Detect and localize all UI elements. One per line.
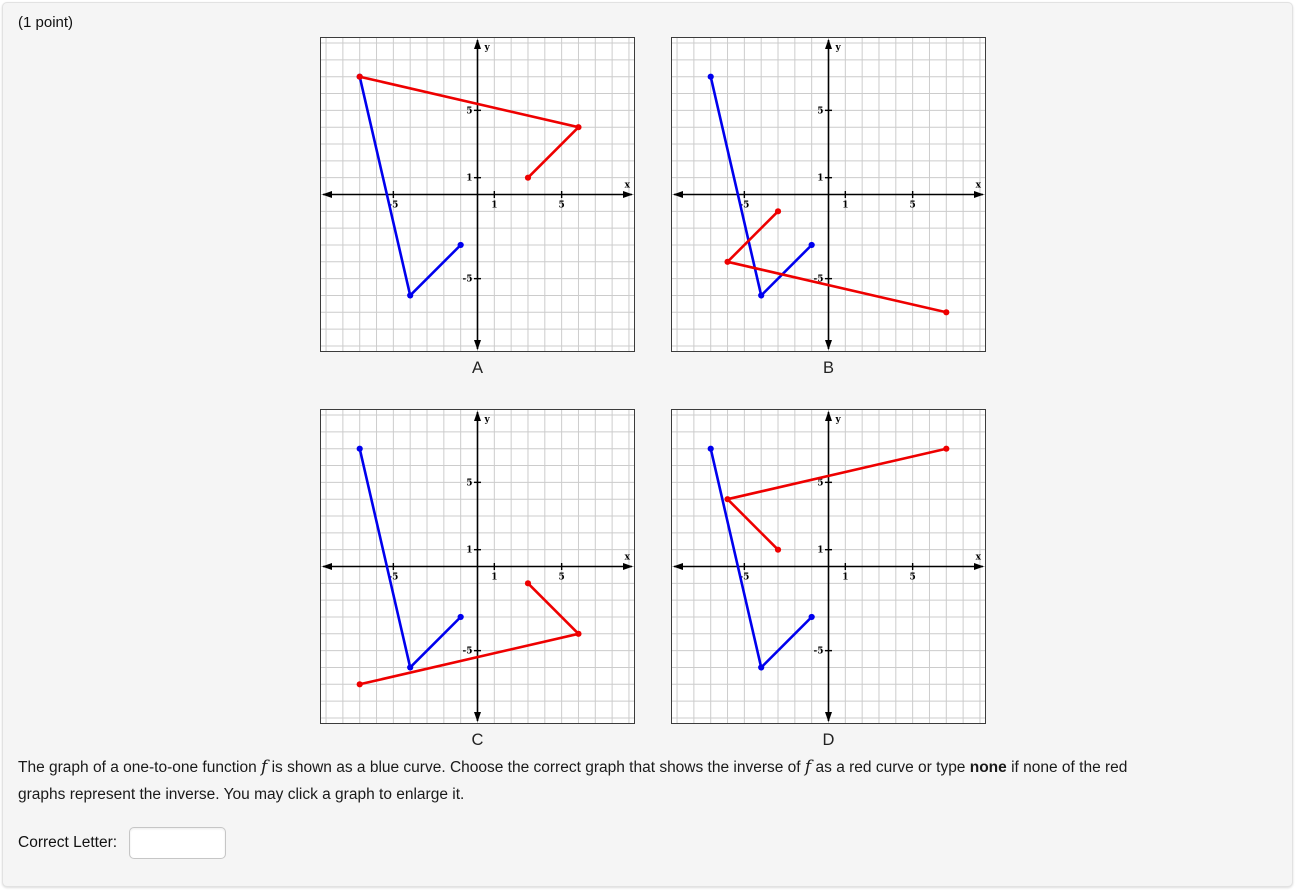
- graph-figure-b[interactable]: -5 1 5 -5 1 5 x y B: [671, 37, 986, 378]
- points-label: (1 point): [18, 14, 74, 31]
- svg-text:1: 1: [491, 201, 497, 211]
- svg-text:1: 1: [466, 174, 472, 184]
- svg-text:x: x: [625, 553, 631, 563]
- graph-figure-d[interactable]: -5 1 5 -5 1 5 x y D: [671, 409, 986, 750]
- graph-d-caption: D: [822, 731, 835, 749]
- svg-text:y: y: [835, 415, 842, 425]
- svg-text:y: y: [484, 43, 491, 53]
- svg-text:1: 1: [491, 573, 497, 583]
- graph-figure-a[interactable]: -5 1 5 -5 1 5 x y A: [320, 37, 635, 378]
- question-text: The graph of a one-to-one function f is …: [18, 757, 1128, 803]
- graph-a-plot[interactable]: -5 1 5 -5 1 5 x y: [320, 37, 635, 352]
- svg-text:5: 5: [910, 201, 916, 211]
- svg-text:5: 5: [910, 573, 916, 583]
- svg-text:x: x: [976, 553, 982, 563]
- svg-text:-5: -5: [739, 201, 749, 211]
- svg-text:y: y: [484, 415, 491, 425]
- svg-text:y: y: [835, 43, 842, 53]
- graph-a-caption: A: [471, 359, 483, 377]
- svg-text:1: 1: [842, 201, 848, 211]
- svg-text:5: 5: [466, 106, 472, 116]
- graph-c-plot[interactable]: -5 1 5 -5 1 5 x y: [320, 409, 635, 724]
- svg-text:-5: -5: [388, 201, 398, 211]
- correct-letter-label: Correct Letter:: [18, 834, 118, 851]
- svg-text:5: 5: [559, 201, 565, 211]
- svg-text:5: 5: [559, 573, 565, 583]
- svg-text:-5: -5: [739, 573, 749, 583]
- graph-b-plot[interactable]: -5 1 5 -5 1 5 x y: [671, 37, 986, 352]
- svg-text:1: 1: [817, 174, 823, 184]
- graph-c-caption: C: [471, 731, 484, 749]
- svg-text:-5: -5: [463, 275, 473, 285]
- svg-text:1: 1: [466, 546, 472, 556]
- svg-text:5: 5: [466, 478, 472, 488]
- graph-d-plot[interactable]: -5 1 5 -5 1 5 x y: [671, 409, 986, 724]
- svg-text:-5: -5: [814, 647, 824, 657]
- svg-text:x: x: [625, 181, 631, 191]
- svg-text:1: 1: [817, 546, 823, 556]
- svg-text:x: x: [976, 181, 982, 191]
- svg-text:-5: -5: [463, 647, 473, 657]
- svg-text:-5: -5: [388, 573, 398, 583]
- svg-text:5: 5: [817, 478, 823, 488]
- answer-row: Correct Letter:: [18, 826, 227, 860]
- graph-figure-c[interactable]: -5 1 5 -5 1 5 x y C: [320, 409, 635, 750]
- correct-letter-input[interactable]: [129, 827, 227, 859]
- svg-text:1: 1: [842, 573, 848, 583]
- graph-b-caption: B: [822, 359, 834, 377]
- svg-text:-5: -5: [814, 275, 824, 285]
- svg-text:5: 5: [817, 106, 823, 116]
